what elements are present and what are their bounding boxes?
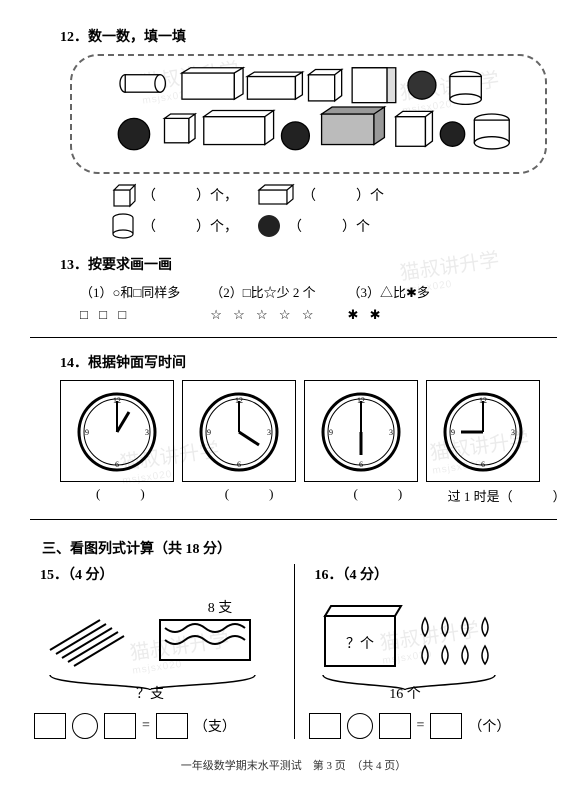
label-8: 8 支 (208, 600, 233, 616)
svg-text:6: 6 (481, 460, 485, 469)
q13-title: 13．按要求画一画 (60, 254, 567, 274)
q13-item1: （1）○和□同样多 (80, 282, 180, 301)
section3-title: 三、看图列式计算（共 18 分） (42, 538, 567, 558)
q14-title: 14．根据钟面写时间 (60, 352, 567, 372)
svg-text:？支: ？支 (136, 686, 164, 700)
sphere-icon (256, 213, 282, 239)
clock-4: 12 3 6 9 (426, 380, 540, 482)
q16-title: 16．（4 分） (315, 564, 558, 584)
q12-count-rows: （）个， （）个 （）个， （）个 (110, 182, 567, 240)
cube-icon (110, 182, 136, 208)
q13-item3: （3）△比✱多 (348, 282, 430, 301)
q15-equation: =（支） (34, 713, 284, 739)
svg-text:16 个: 16 个 (389, 686, 421, 700)
svg-text:9: 9 (451, 428, 455, 437)
svg-text:6: 6 (237, 460, 241, 469)
q13-item2: （2）□比☆少 2 个 (210, 282, 317, 301)
q14-clock-row: 12 3 6 9 12 3 6 9 12 3 6 9 12 3 6 9 (60, 380, 567, 482)
cylinder-icon (110, 212, 136, 240)
svg-text:12: 12 (113, 396, 121, 405)
svg-text:3: 3 (389, 428, 393, 437)
clock-2: 12 3 6 9 (182, 380, 296, 482)
svg-text:12: 12 (357, 396, 365, 405)
q13-items: （1）○和□同样多 □ □ □ （2）□比☆少 2 个 ☆ ☆ ☆ ☆ ☆ （3… (80, 282, 567, 323)
q16-figure: ？个 16 个 (305, 590, 555, 700)
clock-3: 12 3 6 9 (304, 380, 418, 482)
svg-text:9: 9 (85, 428, 89, 437)
svg-text:12: 12 (235, 396, 243, 405)
q12-title: 12．数一数，填一填 (60, 26, 567, 46)
q15-title: 15．（4 分） (40, 564, 284, 584)
divider (30, 519, 557, 520)
svg-text:9: 9 (329, 428, 333, 437)
svg-text:？个: ？个 (346, 636, 374, 652)
svg-text:3: 3 (267, 428, 271, 437)
clock-1: 12 3 6 9 (60, 380, 174, 482)
divider (30, 337, 557, 338)
svg-text:3: 3 (145, 428, 149, 437)
q16-equation: =（个） (309, 713, 558, 739)
svg-text:6: 6 (359, 460, 363, 469)
svg-text:6: 6 (115, 460, 119, 469)
q14-answers: () () () 过 1 时是（） (60, 486, 567, 505)
q15-figure: 8 支 ？支 (30, 590, 280, 700)
q15: 15．（4 分） 8 支 ？支 =（支） (20, 564, 294, 739)
page-footer: 一年级数学期末水平测试 第 3 页 （共 4 页） (20, 757, 567, 773)
q12-shapes-box (70, 54, 547, 174)
q16: 16．（4 分） ？个 16 个 (294, 564, 568, 739)
cuboid-icon (256, 182, 296, 208)
svg-text:3: 3 (511, 428, 515, 437)
svg-text:12: 12 (479, 396, 487, 405)
svg-text:9: 9 (207, 428, 211, 437)
